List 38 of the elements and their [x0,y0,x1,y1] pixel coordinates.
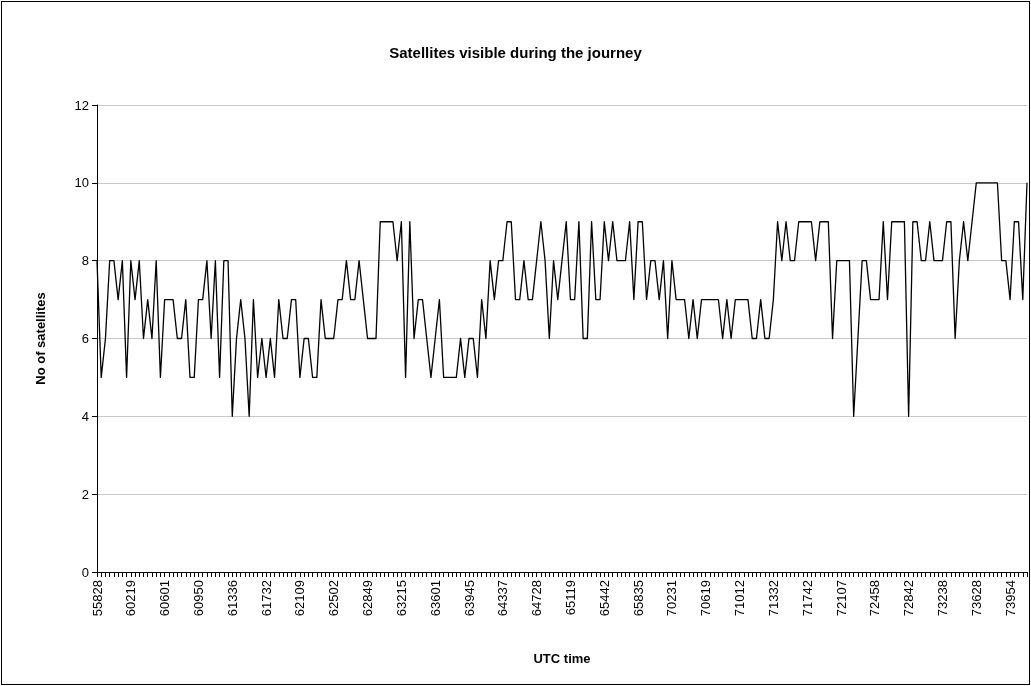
x-tick-label: 72842 [901,580,917,617]
x-tick-label: 55828 [89,580,105,617]
x-tick-label: 65442 [596,580,612,617]
x-tick-label: 60601 [157,580,173,617]
x-tick-label: 72458 [867,580,883,617]
x-tick-label: 72107 [833,580,849,617]
y-tick-label: 0 [81,564,89,580]
y-tick-label: 6 [81,331,89,346]
x-tick-label: 61732 [258,580,274,617]
x-tick-label: 63601 [427,580,443,617]
x-tick-label: 64337 [495,580,511,617]
x-tick-label: 73238 [934,580,950,617]
x-tick-label: 70231 [664,580,680,617]
chart-title: Satellites visible during the journey [389,44,643,61]
x-tick-label: 63215 [393,580,409,617]
y-tick-label: 12 [74,97,89,113]
x-tick-label: 71332 [765,580,781,617]
x-tick-label: 73954 [1002,580,1018,617]
x-tick-label: 62502 [326,580,342,617]
x-tick-label: 65835 [630,580,646,617]
y-tick-label: 10 [74,175,89,191]
x-tick-label: 73628 [968,580,984,617]
x-tick-label: 61336 [224,580,240,617]
x-tick-label: 62109 [292,580,308,617]
x-tick-label: 71742 [799,580,815,617]
y-tick-label: 8 [81,253,89,269]
x-tick-label: 63945 [461,580,477,617]
x-tick-label: 70619 [698,580,714,617]
y-tick-label: 4 [81,408,89,424]
y-tick-label: 2 [81,486,89,502]
x-tick-label: 62849 [360,580,376,617]
x-tick-label: 60950 [190,580,206,617]
y-axis-title: No of satellites [33,292,48,385]
x-tick-label: 60219 [123,580,139,617]
x-tick-label: 65119 [562,580,578,616]
x-tick-label: 71012 [732,580,748,617]
x-axis-title: UTC time [533,651,591,666]
x-tick-label: 64728 [529,580,545,617]
